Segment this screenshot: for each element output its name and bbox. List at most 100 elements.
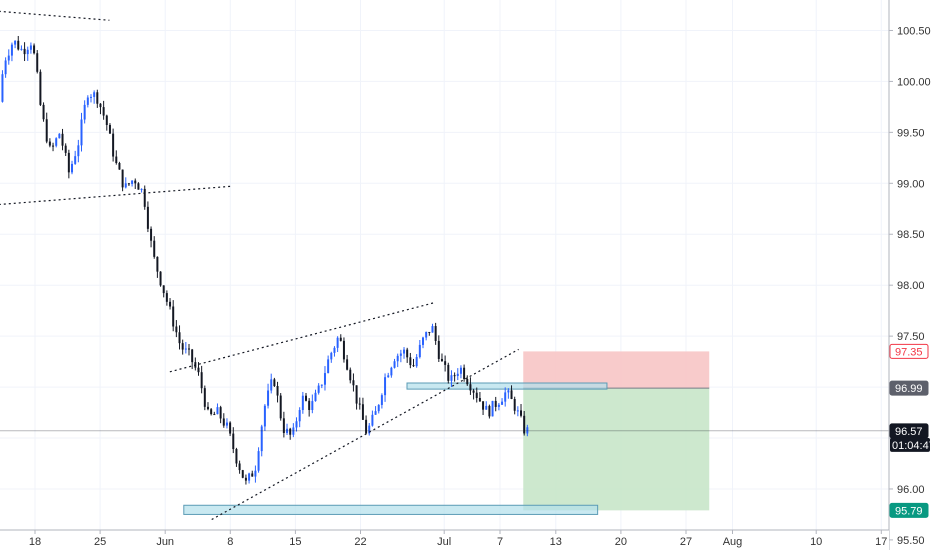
candle-down bbox=[251, 473, 254, 477]
countdown-label: 01:04:47 bbox=[892, 440, 932, 452]
price-tag-label: 96.99 bbox=[895, 383, 923, 395]
candle-down bbox=[96, 92, 99, 104]
candle-down bbox=[273, 379, 276, 387]
candle-up bbox=[295, 421, 298, 428]
price-tick-label: 98.50 bbox=[897, 229, 925, 241]
time-axis-bg bbox=[0, 530, 889, 550]
support-zone[interactable] bbox=[183, 504, 599, 515]
candle-down bbox=[472, 390, 475, 393]
price-tick-label: 98.00 bbox=[897, 280, 925, 292]
candle-up bbox=[93, 92, 96, 97]
candle-up bbox=[390, 367, 393, 376]
candle-up bbox=[330, 352, 333, 360]
price-tick-label: 99.50 bbox=[897, 127, 925, 139]
candle-up bbox=[7, 55, 10, 61]
candle-down bbox=[440, 358, 443, 362]
candle-down bbox=[219, 407, 222, 419]
candle-down bbox=[48, 141, 51, 146]
candle-up bbox=[124, 183, 127, 188]
candle-up bbox=[431, 326, 434, 333]
candle-down bbox=[115, 156, 118, 164]
price-axis[interactable]: 100.50100.0099.5099.0098.5098.0097.5097.… bbox=[888, 0, 932, 550]
candle-down bbox=[428, 331, 431, 333]
candle-up bbox=[374, 411, 377, 415]
candle-up bbox=[86, 97, 89, 105]
candle-down bbox=[175, 326, 178, 333]
candle-down bbox=[64, 145, 67, 153]
price-tag bbox=[889, 380, 929, 396]
candle-down bbox=[342, 340, 345, 360]
resistance-zone[interactable] bbox=[406, 382, 608, 390]
candle-down bbox=[444, 361, 447, 365]
price-tag-label: 97.35 bbox=[895, 346, 923, 358]
trendline[interactable] bbox=[0, 10, 110, 21]
candle-down bbox=[143, 188, 146, 207]
candle-down bbox=[241, 470, 244, 478]
candle-up bbox=[74, 156, 77, 164]
candle-down bbox=[523, 415, 526, 434]
candle-up bbox=[399, 353, 402, 356]
trendlines[interactable] bbox=[0, 10, 519, 521]
candle-up bbox=[320, 384, 323, 386]
countdown-tag bbox=[890, 437, 930, 452]
candle-down bbox=[156, 256, 159, 272]
candle-down bbox=[112, 133, 115, 157]
trendline[interactable] bbox=[169, 301, 436, 373]
candle-up bbox=[267, 390, 270, 406]
time-tick-label: Jun bbox=[156, 536, 174, 548]
candle-up bbox=[516, 410, 519, 412]
candle-down bbox=[162, 285, 165, 294]
candle-up bbox=[257, 451, 260, 471]
candle-up bbox=[371, 414, 374, 426]
candle-down bbox=[282, 418, 285, 434]
candle-down bbox=[150, 228, 153, 241]
candle-down bbox=[127, 183, 130, 185]
candle-up bbox=[384, 377, 387, 396]
candle-up bbox=[263, 405, 266, 427]
candle-up bbox=[501, 401, 504, 405]
candle-down bbox=[191, 349, 194, 363]
candle-down bbox=[200, 372, 203, 389]
candle-up bbox=[26, 49, 29, 55]
candle-down bbox=[102, 107, 105, 116]
candle-up bbox=[393, 361, 396, 368]
stop-loss-area[interactable] bbox=[523, 351, 710, 389]
long-short-position[interactable] bbox=[523, 351, 710, 511]
take-profit-area[interactable] bbox=[523, 388, 710, 511]
candle-down bbox=[172, 306, 175, 327]
candle-down bbox=[244, 477, 247, 481]
candle-down bbox=[406, 349, 409, 358]
candle-up bbox=[368, 425, 371, 434]
trendline[interactable] bbox=[0, 185, 231, 206]
time-axis[interactable]: 18 25 Jun 8 15 22 Jul 7 13 20 27 Aug 10 17 bbox=[0, 529, 889, 550]
candle-up bbox=[270, 379, 273, 391]
candle-up bbox=[14, 40, 17, 45]
candle-up bbox=[507, 390, 510, 393]
candle-down bbox=[361, 404, 364, 420]
trendline[interactable] bbox=[211, 348, 519, 521]
candle-up bbox=[55, 138, 58, 146]
candle-down bbox=[134, 180, 137, 184]
candle-down bbox=[178, 332, 181, 344]
zones[interactable] bbox=[183, 382, 608, 515]
candle-down bbox=[206, 406, 209, 410]
candle-down bbox=[39, 71, 42, 105]
candle-down bbox=[146, 206, 149, 229]
candle-down bbox=[276, 386, 279, 396]
candle-up bbox=[89, 96, 92, 98]
candles bbox=[1, 35, 529, 485]
candle-up bbox=[526, 427, 529, 434]
candle-up bbox=[216, 407, 219, 415]
price-tick-label: 100.00 bbox=[897, 76, 931, 88]
time-tick-label: Jul bbox=[437, 536, 451, 548]
candle-down bbox=[121, 169, 124, 188]
time-tick-label: 22 bbox=[354, 536, 366, 548]
candle-up bbox=[459, 367, 462, 374]
candle-up bbox=[29, 45, 32, 50]
candle-down bbox=[289, 428, 292, 435]
time-tick-label: 25 bbox=[94, 536, 106, 548]
candle-down bbox=[279, 395, 282, 419]
candle-down bbox=[188, 348, 191, 350]
candle-up bbox=[71, 163, 74, 173]
